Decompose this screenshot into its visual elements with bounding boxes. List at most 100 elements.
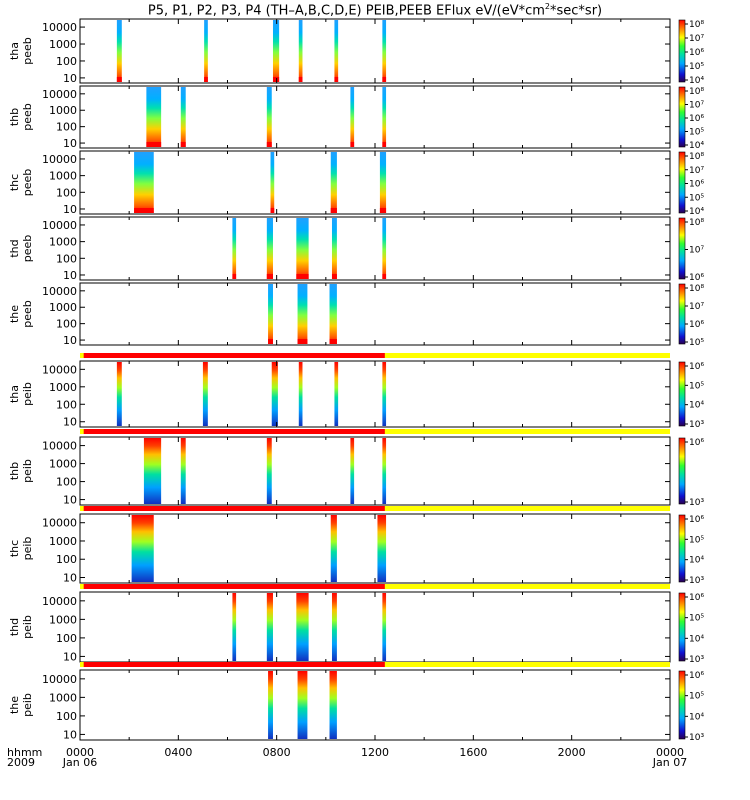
burst-low-energy-band <box>382 274 387 279</box>
colorbar-tick-label: 10⁶ <box>689 362 704 372</box>
y-tick-label: 100 <box>56 252 77 265</box>
colorbar-tick-label: 10⁶ <box>689 671 704 681</box>
colorbar <box>678 670 686 740</box>
spectrogram-burst <box>271 362 278 426</box>
colorbar <box>678 86 686 148</box>
spectrogram-burst <box>330 515 337 582</box>
panel-probe-label: thc <box>8 174 21 191</box>
panel-product-label: peeb <box>21 103 34 131</box>
colorbar <box>678 283 686 345</box>
spectrogram-burst <box>272 20 280 82</box>
burst-low-energy-band <box>270 208 275 213</box>
spectrogram-burst <box>350 438 355 504</box>
burst-low-energy-band <box>379 208 387 213</box>
panel-probe-label: the <box>8 305 21 323</box>
panel-probe-label: thd <box>8 239 21 257</box>
spectrogram-burst <box>297 284 308 344</box>
y-tick-label: 10000 <box>42 21 77 34</box>
colorbar <box>678 151 686 214</box>
panel-product-label: peib <box>21 693 34 717</box>
colorbar-tick-label: 10⁶ <box>689 48 704 58</box>
panel-product-label: peib <box>21 615 34 639</box>
panel-thc-peeb: 10 100 1000 10000 thc peeb 10⁴ 10⁵ 10⁶ 10⁷ 10⁸ <box>8 150 704 217</box>
panel-tha-peeb: 10 100 1000 10000 tha peeb 10⁴ 10⁵ 10⁶ 10⁷ 10⁸ <box>8 18 704 86</box>
y-tick-label: 10 <box>63 650 77 663</box>
y-tick-label: 10000 <box>42 153 77 166</box>
burst-low-energy-band <box>266 142 272 147</box>
colorbar-tick-label: 10⁵ <box>689 692 704 702</box>
y-tick-label: 10000 <box>42 440 77 453</box>
colorbar-tick-label: 10⁸ <box>689 284 704 294</box>
colorbar <box>678 217 686 280</box>
burst-low-energy-band <box>180 142 186 147</box>
colorbar-tick-label: 10⁶ <box>689 273 704 283</box>
burst-low-energy-band <box>331 274 337 279</box>
colorbar-tick-label: 10⁸ <box>689 20 704 30</box>
colorbar-tick-label: 10⁴ <box>689 76 704 86</box>
panel-probe-label: thc <box>8 540 21 557</box>
colorbar-tick-label: 10⁶ <box>689 320 704 330</box>
panel-frame <box>79 18 671 84</box>
spectrogram-burst <box>116 362 122 426</box>
burst-low-energy-band <box>298 77 303 82</box>
y-tick-label: 1000 <box>49 691 77 704</box>
burst-low-energy-band <box>116 77 122 82</box>
burst-low-energy-band <box>232 274 237 279</box>
y-tick-label: 100 <box>56 476 77 489</box>
spectrogram-burst <box>268 284 273 344</box>
spectrogram-burst <box>331 593 337 661</box>
y-tick-label: 100 <box>56 710 77 723</box>
colorbar-tick-label: 10³ <box>689 576 704 586</box>
y-tick-label: 10 <box>63 72 77 85</box>
y-tick-label: 1000 <box>49 38 77 51</box>
panels-layer: 10 100 1000 10000 tha peeb 10⁴ 10⁵ 10⁶ 10⁷ 10⁸ 10 10… <box>8 18 704 743</box>
panel-the-peib: 10 100 1000 10000 the peib 10³ 10⁴ 10⁵ 10⁶ <box>8 662 704 743</box>
colorbar-tick-label: 10³ <box>689 420 704 430</box>
burst-low-energy-band <box>266 274 273 279</box>
panel-product-label: peeb <box>21 37 34 65</box>
panel-frame <box>79 282 671 346</box>
spectrogram-burst <box>297 671 308 739</box>
burst-low-energy-band <box>329 339 337 344</box>
spectrogram-burst <box>329 284 337 344</box>
colorbar-tick-label: 10⁶ <box>689 438 704 448</box>
panel-tha-peib: 10 100 1000 10000 tha peib 10³ 10⁴ 10⁵ 10⁶ <box>8 353 704 430</box>
status-bar-red <box>83 429 385 434</box>
spectrogram-burst <box>334 362 339 426</box>
colorbar-tick-label: 10⁵ <box>689 193 704 203</box>
spectrogram-burst <box>146 87 162 147</box>
burst-low-energy-band <box>382 142 387 147</box>
spectrogram-burst <box>143 438 162 504</box>
panel-frame <box>79 436 671 506</box>
burst-low-energy-band <box>272 77 280 82</box>
colorbar-tick-label: 10⁵ <box>689 62 704 72</box>
colorbar-tick-label: 10⁷ <box>689 101 704 111</box>
x-tick-label: 2000 <box>558 746 586 759</box>
status-bar-red <box>83 662 385 667</box>
panel-frame <box>79 150 671 215</box>
colorbar-tick-label: 10⁸ <box>689 87 704 97</box>
colorbar-tick-label: 10⁴ <box>689 556 704 566</box>
colorbar-tick-label: 10⁷ <box>689 302 704 312</box>
y-tick-label: 10 <box>63 334 77 347</box>
y-tick-label: 1000 <box>49 535 77 548</box>
y-tick-label: 10000 <box>42 88 77 101</box>
x-tick-date-label: Jan 06 <box>62 756 97 769</box>
panel-product-label: peib <box>21 537 34 561</box>
spectrogram-burst <box>382 218 387 279</box>
x-tick-label: 1600 <box>459 746 487 759</box>
status-bar-red <box>83 584 385 589</box>
spectrogram-burst <box>131 515 154 582</box>
spectrogram-burst <box>266 87 272 147</box>
x-tick-label: 0400 <box>164 746 192 759</box>
y-tick-label: 100 <box>56 55 77 68</box>
panel-product-label: peib <box>21 382 34 406</box>
status-bar-red <box>83 353 385 358</box>
burst-low-energy-band <box>297 339 308 344</box>
panel-frame <box>79 669 671 741</box>
title-suffix: *sec*sr) <box>550 3 603 19</box>
y-tick-label: 100 <box>56 398 77 411</box>
panel-probe-label: tha <box>8 385 21 403</box>
